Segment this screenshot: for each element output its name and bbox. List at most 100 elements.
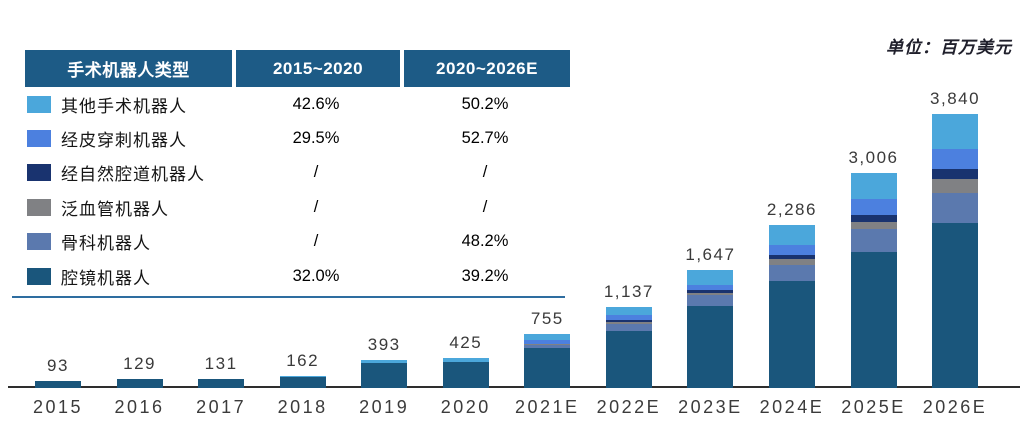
stacked-bar-2025E [850,173,897,388]
cagr-2015-2020-value: / [313,197,319,216]
segment-other [442,357,489,362]
bar-total-label: 131 [204,353,238,373]
segment-other [279,376,326,378]
legend-row-other: 其他手术机器人 42.6% 50.2% [25,87,570,121]
cagr-2020-2026-value: 48.2% [461,232,509,251]
cagr-2015-2020-value: / [313,163,319,182]
segment-other [687,270,734,285]
cagr-2020-2026-value: 39.2% [461,266,509,285]
legend-label-cell: 泛血管机器人 [25,195,232,220]
legend-table: 手术机器人类型 2015~2020 2020~2026E 其他手术机器人 42.6… [12,50,570,299]
legend-swatch-orthopedic [27,233,51,251]
stacked-bar-2026E [932,113,979,388]
segment-puncture [850,198,897,215]
bar-total-label: 2,286 [766,199,817,219]
cagr-2015-2020-value: 32.0% [292,266,340,285]
segment-other [768,224,815,246]
x-axis-label-2017: 2017 [196,397,247,417]
cagr-2020-2026-value: / [482,163,488,182]
cagr-2020-2026-value: 52.7% [461,129,509,148]
segment-natural_orifice [687,290,734,293]
legend-row-natural_orifice: 经自然腔道机器人 / / [25,156,570,190]
bar-total-label: 162 [286,351,320,371]
legend-series-name: 其他手术机器人 [61,96,187,116]
legend-series-name: 骨科机器人 [61,234,151,254]
legend-label-cell: 其他手术机器人 [25,92,232,117]
segment-panvascular [687,292,734,296]
segment-laparoscopic [850,252,897,388]
legend-series-name: 经皮穿刺机器人 [61,131,187,151]
segment-laparoscopic [768,281,815,388]
legend-swatch-panvascular [27,198,51,216]
stacked-bar-2015 [35,381,81,388]
x-axis-label-2020: 2020 [440,397,491,417]
legend-swatch-puncture [27,130,51,148]
bar-column-2018: 162 [243,351,363,388]
bar-column-2022E: 1,137 [569,282,689,388]
x-axis-label-2025E: 2025E [841,397,906,417]
cagr-2015-2020-value: / [313,232,319,251]
legend-header-type: 手术机器人类型 [25,50,232,87]
bar-column-2024E: 2,286 [732,200,852,388]
legend-series-name: 经自然腔道机器人 [61,165,205,185]
bar-column-2020: 425 [406,333,526,388]
stacked-bar-2020 [442,357,489,388]
stacked-bar-2021E [524,334,571,388]
segment-panvascular [768,258,815,266]
legend-label-cell: 腔镜机器人 [25,264,232,289]
bar-column-2026E: 3,840 [895,89,1015,388]
cagr-2020-2026-value: 50.2% [461,94,509,113]
bar-column-2021E: 755 [487,309,607,388]
legend-swatch-natural_orifice [27,164,51,182]
segment-laparoscopic [116,378,163,388]
bar-column-2025E: 3,006 [814,148,934,388]
segment-puncture [687,284,734,291]
segment-other [932,113,979,150]
legend-row-orthopedic: 骨科机器人 / 48.2% [25,225,570,259]
segment-other [850,173,897,199]
segment-orthopedic [687,295,734,307]
x-axis-label-2019: 2019 [359,397,410,417]
segment-puncture [605,314,652,321]
legend-series-name: 泛血管机器人 [61,199,169,219]
segment-panvascular [524,343,571,346]
segment-laparoscopic [198,378,245,388]
bar-total-label: 1,647 [685,245,736,265]
legend-header-cagr-2020-2026: 2020~2026E [404,50,570,87]
segment-orthopedic [605,324,652,332]
cagr-2015-2020-value: 42.6% [292,94,340,113]
segment-natural_orifice [932,169,979,180]
segment-puncture [932,149,979,170]
bar-total-label: 3,006 [848,148,899,168]
segment-laparoscopic [605,331,652,388]
segment-orthopedic [768,265,815,282]
segment-laparoscopic [279,377,326,388]
segment-laparoscopic [932,223,979,388]
x-axis-label-2024E: 2024E [759,397,825,417]
x-axis-label-2021E: 2021E [515,397,580,417]
legend-row-puncture: 经皮穿刺机器人 29.5% 52.7% [25,121,570,155]
legend-label-cell: 骨科机器人 [25,229,232,254]
bar-total-label: 93 [47,356,69,376]
legend-row-laparoscopic: 腔镜机器人 32.0% 39.2% [25,259,570,293]
bar-column-2016: 129 [80,354,200,388]
legend-label-cell: 经皮穿刺机器人 [25,126,232,151]
segment-laparoscopic [35,381,81,388]
x-axis-label-2018: 2018 [277,397,328,417]
segment-panvascular [605,322,652,325]
legend-series-name: 腔镜机器人 [61,268,151,288]
segment-panvascular [932,179,979,193]
x-axis-label-2026E: 2026E [922,397,988,417]
segment-other [605,306,652,315]
segment-orthopedic [524,345,571,349]
stacked-bar-2024E [768,224,815,388]
segment-puncture [524,339,571,344]
bar-total-label: 393 [367,334,401,354]
legend-header-cagr-2015-2020: 2015~2020 [236,50,400,87]
bar-column-2019: 393 [324,335,444,388]
x-axis-label-2022E: 2022E [596,397,662,417]
stacked-bar-2017 [198,378,245,388]
stacked-bar-2018 [279,376,326,388]
x-axis-line [8,386,1020,388]
legend-swatch-laparoscopic [27,267,51,285]
